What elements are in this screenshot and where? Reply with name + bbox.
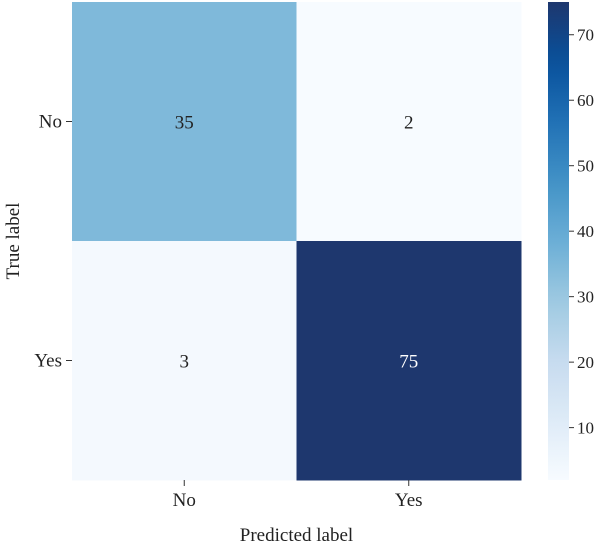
colorbar-tick-label: 70: [577, 26, 594, 45]
y-axis-title: True label: [3, 203, 24, 280]
colorbar-tick-label: 30: [577, 288, 594, 307]
heatmap-cell-value: 75: [399, 352, 418, 373]
colorbar: 10 20 30 40 50 60 70: [548, 2, 594, 480]
heatmap-cell: [72, 241, 297, 481]
y-tick-label: No: [39, 112, 62, 133]
heatmap-cell: [296, 2, 522, 242]
colorbar-tick-label: 50: [577, 157, 594, 176]
heatmap-cell: [296, 241, 522, 481]
heatmap-cell: [72, 2, 297, 242]
heatmap-cell-value: 35: [175, 113, 194, 134]
y-axis: No Yes: [34, 112, 72, 372]
heatmap-cells: [72, 2, 522, 481]
heatmap-cell-value: 2: [404, 113, 414, 134]
y-tick-label: Yes: [34, 351, 62, 372]
colorbar-tick-label: 20: [577, 353, 594, 372]
heatmap-cell-value: 3: [180, 352, 190, 373]
x-axis: No Yes: [173, 480, 423, 511]
heatmap-cell-labels: 35 2 3 75: [175, 113, 419, 373]
x-axis-title: Predicted label: [240, 525, 353, 546]
x-tick-label: No: [173, 490, 196, 511]
colorbar-tick-label: 10: [577, 419, 594, 438]
x-tick-label: Yes: [395, 490, 423, 511]
colorbar-tick-label: 60: [577, 91, 594, 110]
colorbar-tick-label: 40: [577, 222, 594, 241]
colorbar-gradient: [548, 2, 569, 480]
